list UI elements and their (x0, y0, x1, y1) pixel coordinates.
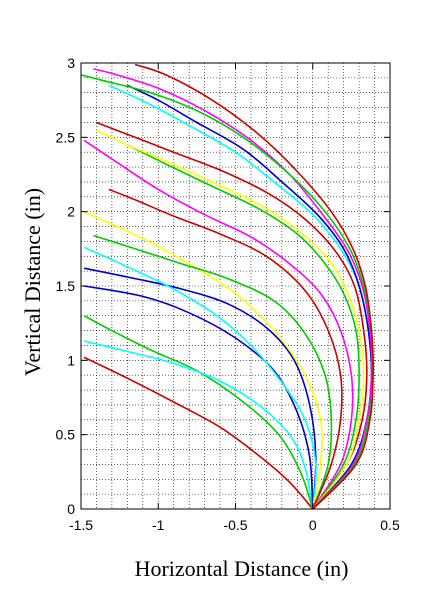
series-line-10 (83, 139, 354, 510)
x-axis-title: Horizontal Distance (in) (135, 556, 349, 581)
y-tick-label: 1.5 (56, 278, 76, 294)
series-line-16 (93, 68, 373, 510)
y-tick-label: 2 (67, 204, 75, 220)
series-layer (80, 63, 374, 510)
series-line-12 (96, 121, 368, 510)
x-tick-label: 0 (309, 517, 317, 533)
y-tick-label: 2.5 (56, 129, 76, 145)
y-tick-label: 0.5 (56, 427, 76, 443)
x-tick-label: -0.5 (223, 517, 247, 533)
series-line-17 (80, 74, 374, 510)
series-line-4 (83, 285, 314, 510)
series-line-6 (83, 246, 317, 510)
series-line-3 (83, 340, 314, 510)
series-line-11 (127, 144, 360, 510)
y-tick-label: 0 (67, 501, 75, 517)
x-tick-label: 0.5 (380, 517, 400, 533)
series-line-9 (108, 188, 343, 510)
series-line-18 (134, 63, 374, 510)
y-tick-label: 1 (67, 352, 75, 368)
axis-ticks: -1.5 -1 -0.5 0 0.5 0 0.5 1 1.5 2 2.5 3 (56, 55, 400, 533)
series-line-2 (83, 314, 314, 510)
x-tick-label: -1 (152, 517, 165, 533)
y-axis-title: Vertical Distance (in) (20, 188, 45, 376)
series-line-1 (83, 356, 314, 510)
x-tick-label: -1.5 (69, 517, 93, 533)
series-line-5 (83, 267, 317, 510)
y-tick-label: 3 (67, 55, 75, 71)
series-line-13 (96, 129, 365, 510)
series-line-8 (93, 234, 333, 510)
series-line-7 (83, 210, 323, 510)
